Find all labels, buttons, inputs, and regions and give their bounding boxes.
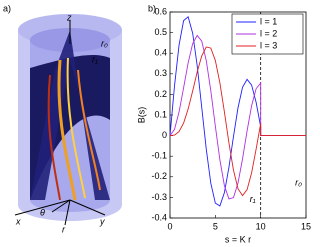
data-line [169,34,306,200]
y-tick-label: -0.3 [151,192,167,202]
annotation: r₁ [250,194,256,204]
x-tick-label: 0 [167,221,172,231]
axis-label: r [62,224,66,234]
y-tick-label: 0.3 [154,68,167,78]
y-axis-label: B(s) [136,107,146,124]
y-tick-label: -0.2 [151,171,167,181]
axis-label: z [66,12,72,22]
y-tick-label: 0.2 [154,89,167,99]
y-tick-label: 0.5 [154,27,167,37]
data-line [169,46,306,197]
y-tick-label: 0.4 [154,48,167,58]
y-tick-label: -0.1 [151,151,167,161]
axis-label: r₀ [101,38,108,48]
panel-label: a) [3,3,11,13]
y-tick-label: 0 [162,130,167,140]
y-tick-label: 0.6 [154,6,167,16]
axis-label: r₁ [92,54,98,64]
x-tick-label: 15 [301,221,311,231]
axis-label: y [99,216,105,226]
axis-label: x [15,216,21,226]
cylinder-illustration [14,14,122,226]
legend-label: l = 3 [260,40,277,50]
x-axis-label: s = K r [225,234,251,244]
legend-label: l = 2 [260,28,277,38]
x-tick-label: 5 [213,221,218,231]
axis-label: θ [40,207,45,217]
panel-label: b) [148,3,156,13]
legend-label: l = 1 [260,16,277,26]
y-tick-label: 0.1 [154,109,167,119]
y-tick-label: -0.4 [151,212,167,222]
data-line [169,15,306,207]
annotation: r₀ [295,177,302,187]
x-tick-label: 10 [256,221,266,231]
